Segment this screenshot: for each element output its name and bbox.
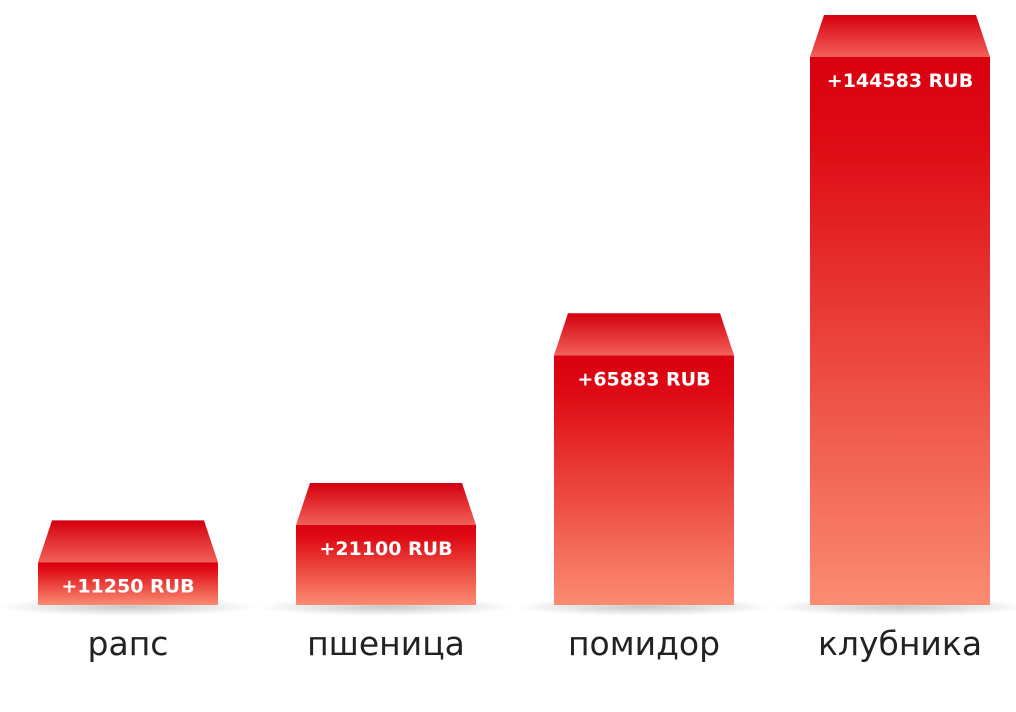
bar-cap — [554, 313, 734, 356]
category-label: пшеница — [307, 624, 465, 663]
category-label: клубника — [818, 624, 982, 663]
value-label: +11250 RUB — [61, 575, 194, 597]
bar-cap — [38, 520, 218, 563]
bar-cap — [810, 15, 990, 57]
bar — [810, 57, 990, 605]
bar-cap — [296, 483, 476, 526]
bar — [296, 525, 476, 605]
value-label: +144583 RUB — [827, 70, 973, 92]
bar — [554, 355, 734, 605]
category-label: рапс — [88, 624, 169, 663]
value-label: +65883 RUB — [577, 368, 710, 390]
value-label: +21100 RUB — [319, 538, 452, 560]
bar — [38, 562, 218, 605]
category-label: помидор — [568, 624, 720, 663]
bars: +11250 RUB рапс +21100 RUB пшеница +65883 RU… — [0, 15, 1016, 663]
